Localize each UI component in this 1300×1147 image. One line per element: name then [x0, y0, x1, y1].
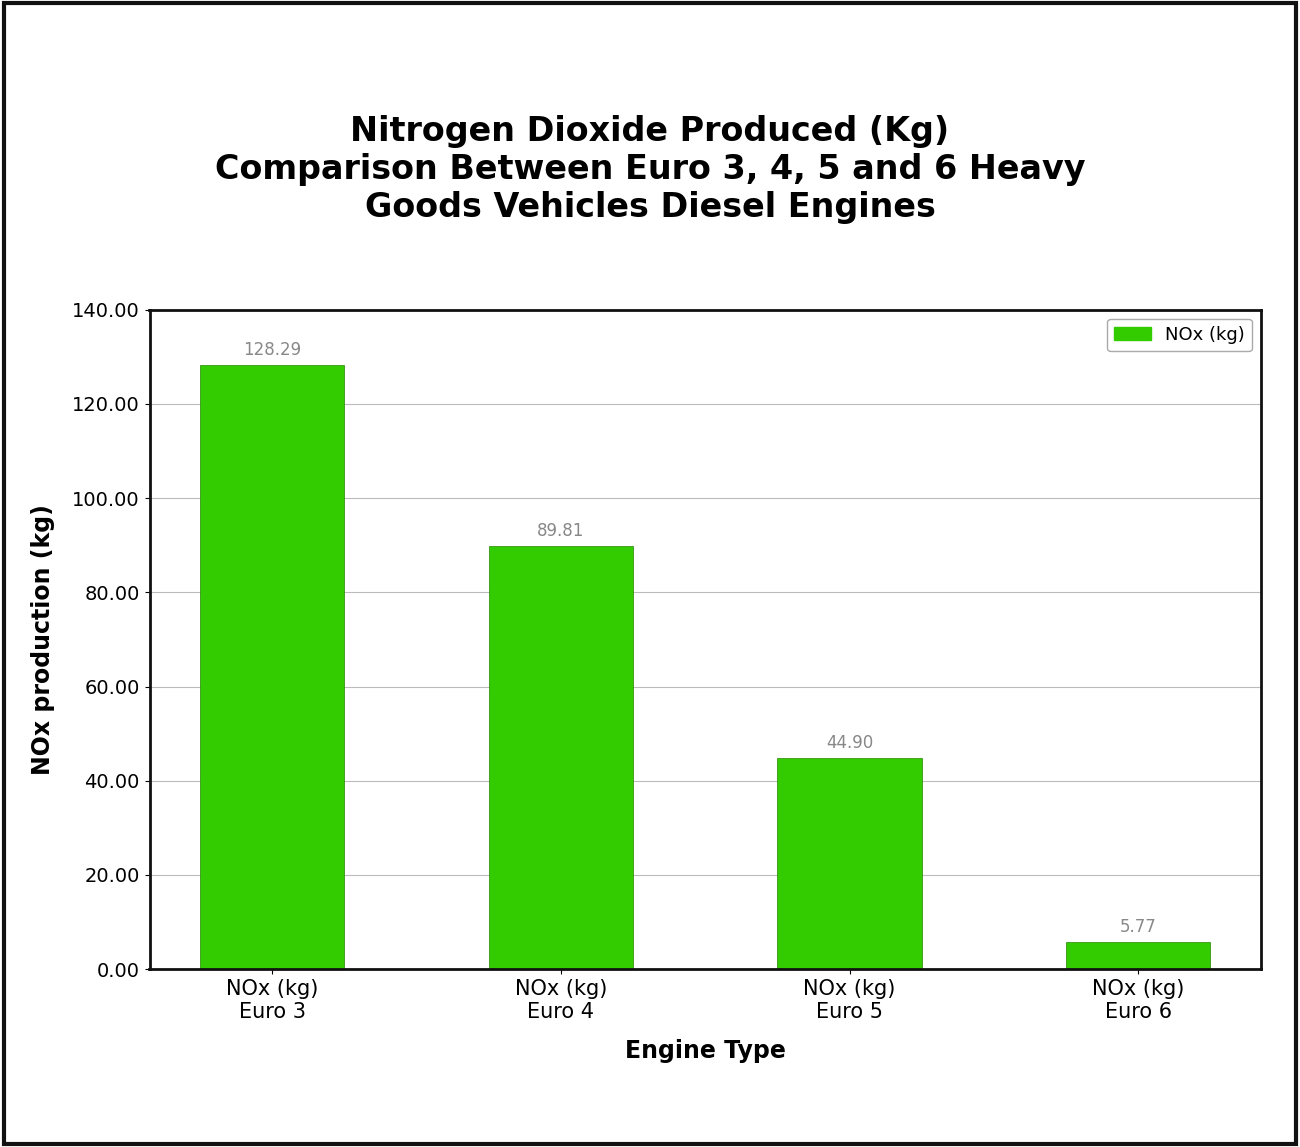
Text: 44.90: 44.90	[826, 734, 874, 752]
Text: Data source - Volvo Fleet Management System, Dynafleet: Data source - Volvo Fleet Management Sys…	[837, 1109, 1280, 1125]
Bar	[200, 365, 344, 969]
Text: 89.81: 89.81	[537, 523, 585, 540]
Legend: NOx (kg): NOx (kg)	[1108, 319, 1252, 351]
Text: Nitrogen Dioxide Produced (Kg)
Comparison Between Euro 3, 4, 5 and 6 Heavy
Goods: Nitrogen Dioxide Produced (Kg) Compariso…	[214, 115, 1086, 224]
Bar	[1066, 942, 1210, 969]
X-axis label: Engine Type: Engine Type	[625, 1039, 785, 1063]
Bar	[489, 546, 633, 969]
Y-axis label: NOx production (kg): NOx production (kg)	[31, 504, 56, 775]
Bar	[777, 758, 922, 969]
Text: 128.29: 128.29	[243, 341, 302, 359]
Text: Date Sample Size = 12646.25 miles between 01/05/19 00:00 - 01/11/19 00:00: Date Sample Size = 12646.25 miles betwee…	[20, 1109, 620, 1125]
Text: 5.77: 5.77	[1119, 919, 1157, 936]
